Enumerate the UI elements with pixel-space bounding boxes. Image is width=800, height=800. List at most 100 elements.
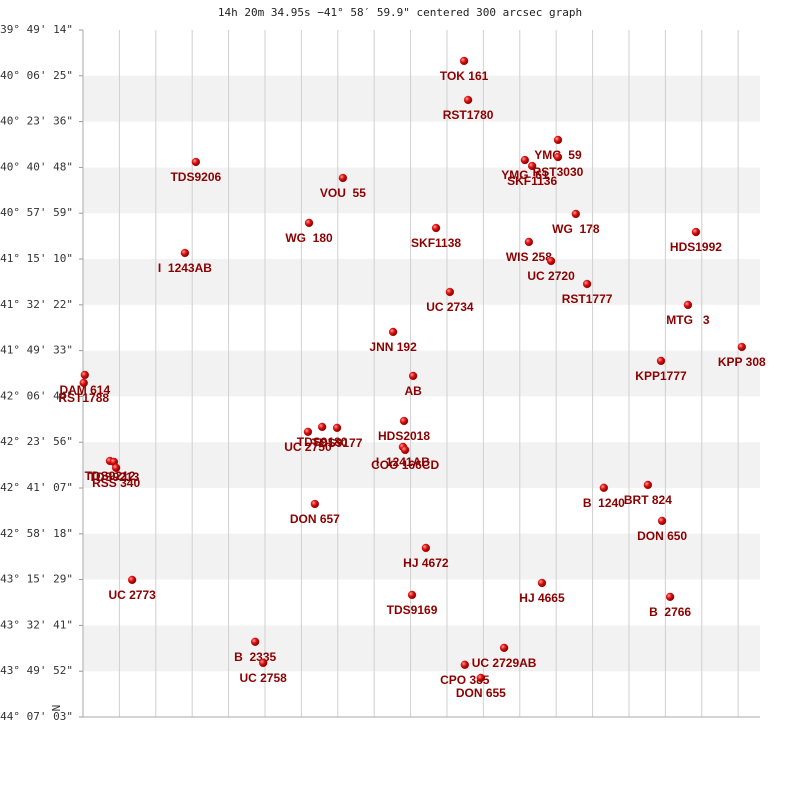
star-point xyxy=(127,575,137,585)
star-label: MTG 3 xyxy=(666,313,710,327)
y-tick-label: -43° 49' 52" xyxy=(0,664,73,677)
chart-title: 14h 20m 34.95s −41° 58′ 59.9" centered 3… xyxy=(218,6,582,19)
plot-band xyxy=(83,350,760,397)
star-point xyxy=(431,223,441,233)
star-point xyxy=(553,152,563,162)
star-label: KPP 308 xyxy=(718,355,766,369)
star-label: VOU 55 xyxy=(320,186,366,200)
star-label: B 1240 xyxy=(583,496,625,510)
y-tick-label: -39° 49' 14" xyxy=(0,23,73,36)
y-tick-label: -43° 32' 41" xyxy=(0,618,73,631)
star-label: UC 2720 xyxy=(527,269,575,283)
star-point xyxy=(460,660,469,669)
north-label: N xyxy=(50,705,63,712)
star-point xyxy=(691,227,701,237)
y-tick-label: -41° 15' 10" xyxy=(0,252,73,265)
star-label: SKF1136 xyxy=(507,174,557,188)
star-label: JNN 192 xyxy=(369,340,417,354)
star-label: UC 2729AB xyxy=(472,656,537,670)
star-label: UC 2773 xyxy=(108,588,156,602)
star-label: SKF1138 xyxy=(411,236,461,250)
star-point xyxy=(524,237,534,247)
star-point xyxy=(737,342,746,352)
star-label: TDS9169 xyxy=(387,603,438,617)
star-point xyxy=(546,256,556,266)
star-point xyxy=(520,155,530,165)
y-tick-label: -40° 23' 36" xyxy=(0,115,73,128)
star-point xyxy=(657,516,667,526)
star-point xyxy=(388,327,398,337)
star-point xyxy=(459,56,469,66)
star-point xyxy=(191,157,200,167)
star-point xyxy=(317,422,327,432)
star-label: HDS2018 xyxy=(378,429,430,443)
star-point xyxy=(338,173,348,183)
y-tick-label: -42° 23' 56" xyxy=(0,435,73,448)
star-point xyxy=(656,356,666,366)
star-label: WG 180 xyxy=(285,231,333,245)
star-label: DAM 614 xyxy=(59,383,110,397)
star-point xyxy=(476,673,485,683)
star-label: DON 650 xyxy=(637,529,687,543)
star-label: RST3030 xyxy=(533,165,584,179)
y-tick-label: -40° 57' 59" xyxy=(0,206,73,219)
star-point xyxy=(421,543,431,553)
star-point xyxy=(303,427,313,437)
star-point xyxy=(310,499,320,509)
star-point xyxy=(400,445,410,455)
star-label: TOK 161 xyxy=(440,69,489,83)
star-label: AB xyxy=(404,384,422,398)
star-point xyxy=(683,300,693,310)
star-label: HJ 4665 xyxy=(519,591,565,605)
star-label: BRT 824 xyxy=(624,493,672,507)
star-point xyxy=(259,658,268,668)
plot-band xyxy=(83,167,760,214)
star-label: I 1241AB xyxy=(376,455,430,469)
star-point xyxy=(304,218,314,228)
star-label: YMG 61 xyxy=(501,168,549,182)
star-label: TDS9177 xyxy=(312,436,363,450)
y-tick-label: -40° 40' 48" xyxy=(0,160,73,173)
star-point xyxy=(399,416,409,426)
star-point xyxy=(408,371,418,381)
y-tick-label: -42° 41' 07" xyxy=(0,481,73,494)
star-point xyxy=(463,95,473,105)
star-label: RST1788 xyxy=(58,391,109,405)
star-label: COO 166CD xyxy=(371,458,439,472)
y-tick-label: -42° 06' 44" xyxy=(0,389,73,402)
star-point xyxy=(537,578,547,588)
star-point xyxy=(180,248,190,258)
star-label: RST1777 xyxy=(562,292,613,306)
y-tick-label: -41° 32' 22" xyxy=(0,298,73,311)
star-label: RSS 340 xyxy=(92,476,140,490)
star-label: TDS9213 xyxy=(89,470,140,484)
y-tick-label: -44° 07' 03" xyxy=(0,710,73,723)
star-label: UC 2750 xyxy=(284,440,332,454)
star-label: B 2335 xyxy=(234,650,276,664)
star-point xyxy=(599,483,609,492)
star-label: UC 2758 xyxy=(239,671,287,685)
star-point xyxy=(407,590,417,600)
y-tick-label: -41° 49' 33" xyxy=(0,344,73,357)
star-label: HDS1992 xyxy=(670,240,722,254)
star-point xyxy=(527,161,537,171)
star-point xyxy=(79,378,88,388)
star-point xyxy=(80,370,89,380)
star-point xyxy=(499,643,509,653)
star-point xyxy=(251,637,260,646)
star-point xyxy=(111,463,121,472)
star-label: RST1780 xyxy=(443,108,494,122)
star-label: UC 2734 xyxy=(426,300,474,314)
star-point xyxy=(571,209,580,219)
star-label: TDS9212 xyxy=(85,469,136,483)
star-point xyxy=(643,480,653,490)
star-label: I 1243AB xyxy=(158,261,212,275)
star-label: TDS9206 xyxy=(170,170,221,184)
y-tick-label: -40° 06' 25" xyxy=(0,69,73,82)
star-label: B 2766 xyxy=(649,605,691,619)
y-tick-label: -42° 58' 18" xyxy=(0,527,73,540)
star-label: HJ 4672 xyxy=(403,556,449,570)
star-point xyxy=(445,287,455,297)
star-point xyxy=(665,592,675,601)
star-label: KPP1777 xyxy=(635,369,687,383)
